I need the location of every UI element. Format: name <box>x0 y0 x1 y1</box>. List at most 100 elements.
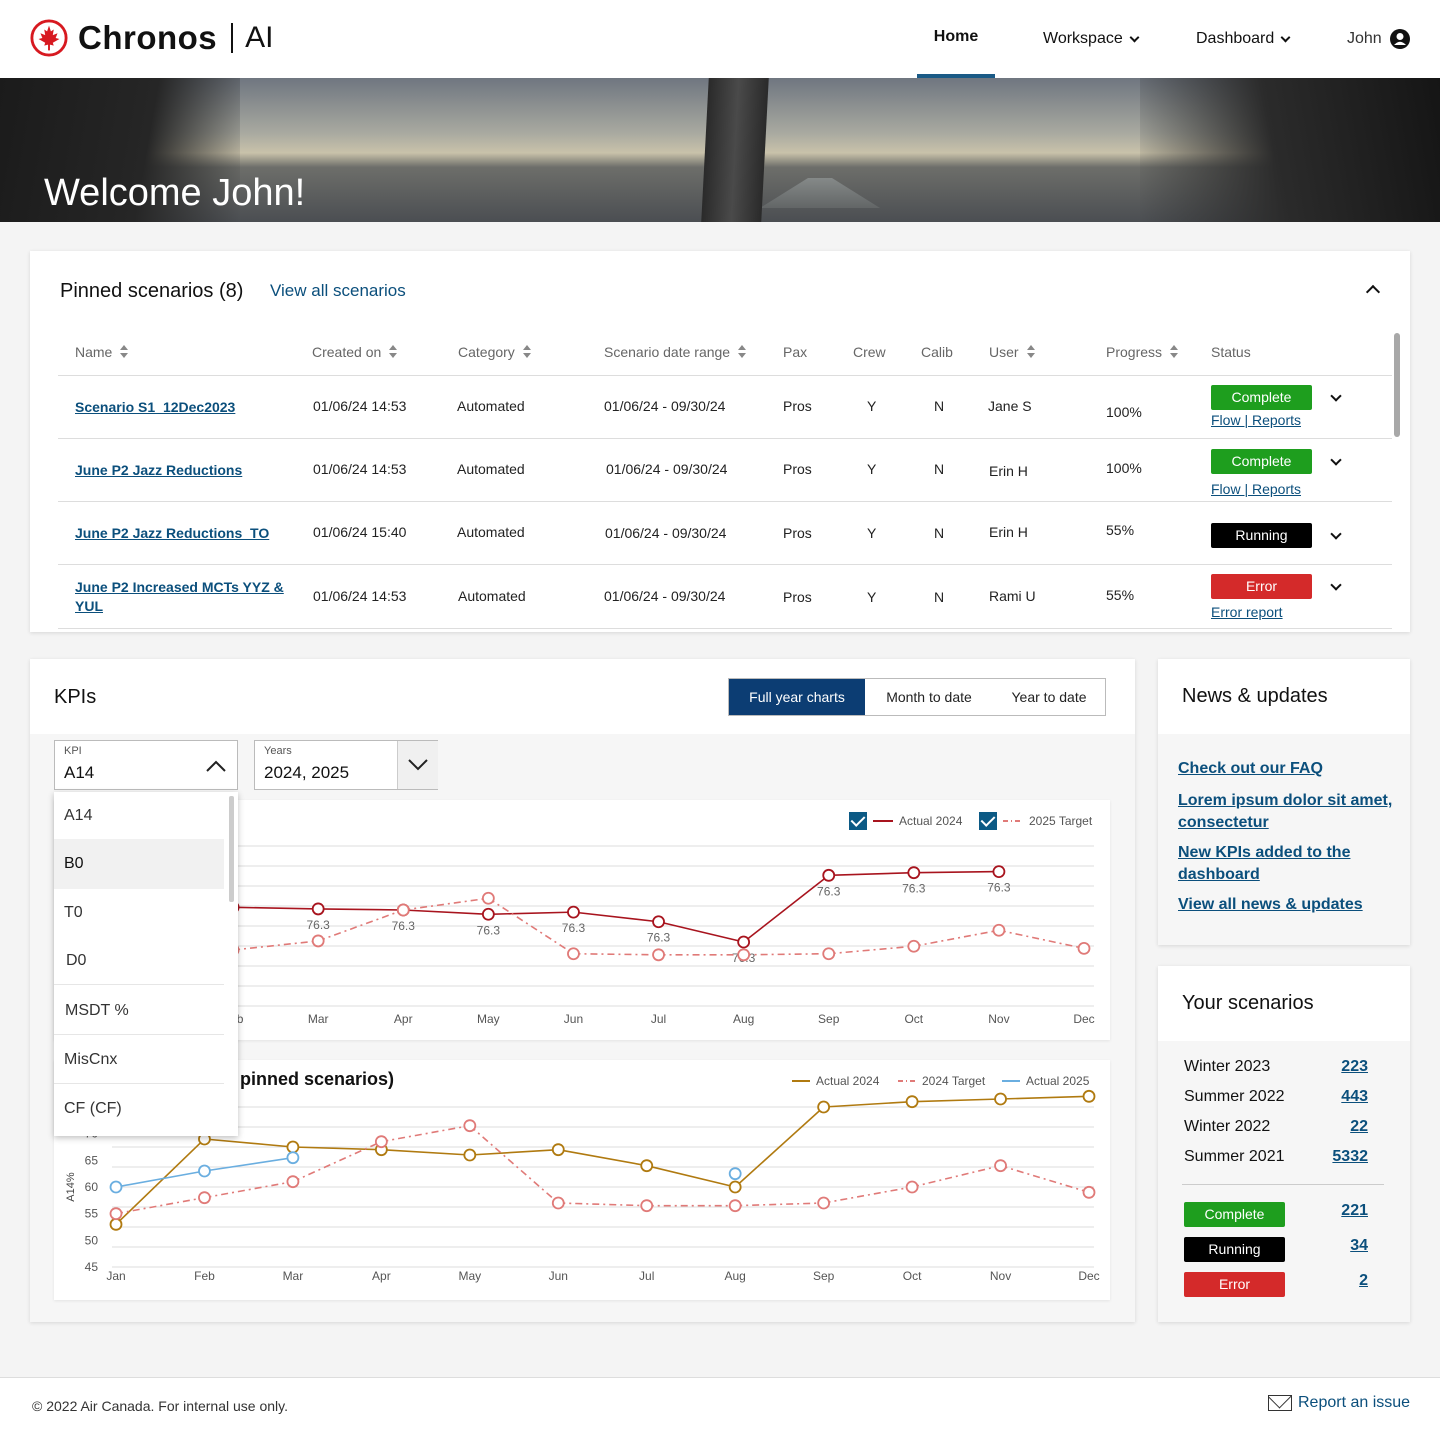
status-count-link[interactable]: 221 <box>1341 1202 1368 1219</box>
checkbox-checked-icon[interactable] <box>849 812 867 830</box>
season-count-link[interactable]: 5332 <box>1332 1148 1368 1165</box>
crew-cell: Y <box>867 398 877 414</box>
data-point <box>396 903 410 917</box>
data-point <box>551 1143 565 1157</box>
data-label: 76.3 <box>987 881 1011 895</box>
tab-month-to-date[interactable]: Month to date <box>886 689 972 705</box>
kpi-option[interactable]: MSDT % <box>54 987 224 1035</box>
data-point <box>728 1167 742 1181</box>
legend-actual-2024[interactable]: Actual 2024 <box>849 812 962 830</box>
col-header-category[interactable]: Category <box>458 344 531 360</box>
series-line-segment <box>1000 1095 1090 1100</box>
report-issue-link[interactable]: Report an issue <box>1268 1394 1410 1412</box>
kpi-option[interactable]: CF (CF) <box>64 1100 122 1117</box>
scenario-name-link[interactable]: June P2 Jazz Reductions_TO <box>75 525 270 541</box>
kpi-select-label: KPI <box>64 745 82 757</box>
data-label: 76.3 <box>817 884 841 898</box>
col-header-progress[interactable]: Progress <box>1106 344 1179 360</box>
nav-dashboard[interactable]: Dashboard <box>1196 0 1291 78</box>
season-label: Winter 2023 <box>1184 1058 1271 1075</box>
data-point <box>907 866 921 880</box>
kpi-option[interactable]: B0 <box>54 839 224 889</box>
kpi-select[interactable]: KPI A14 <box>54 740 238 790</box>
nav-workspace[interactable]: Workspace <box>1043 0 1140 78</box>
error-report-link[interactable]: Error report <box>1211 604 1283 620</box>
news-link-view-all[interactable]: View all news & updates <box>1178 896 1363 913</box>
scenario-name-link[interactable]: Scenario S1_12Dec2023 <box>75 399 236 415</box>
series-line-segment <box>735 1202 824 1207</box>
col-header-date-range[interactable]: Scenario date range <box>604 344 747 360</box>
col-header-label: Name <box>75 344 113 360</box>
progress-cell: 100% <box>1106 404 1142 420</box>
col-header-label: Pax <box>783 344 808 360</box>
view-all-scenarios-link[interactable]: View all scenarios <box>270 281 406 300</box>
data-label: 76.3 <box>647 931 671 945</box>
legend-2025-target[interactable]: 2025 Target <box>979 812 1092 830</box>
date-range-cell: 01/06/24 - 09/30/24 <box>606 461 728 477</box>
nav-home[interactable]: Home <box>917 0 995 78</box>
col-header-calib: Calib <box>921 344 953 360</box>
news-link-lorem[interactable]: Lorem ipsum dolor sit amet, consectetur <box>1178 792 1393 831</box>
season-count-link[interactable]: 22 <box>1350 1118 1368 1135</box>
tab-full-year-charts[interactable]: Full year charts <box>729 679 865 715</box>
series-line-segment <box>318 908 404 911</box>
season-count-link[interactable]: 443 <box>1341 1088 1368 1105</box>
data-point <box>817 1100 831 1114</box>
series-line-segment <box>317 909 404 942</box>
sort-icon <box>120 345 129 359</box>
x-tick-label: Nov <box>988 1012 1009 1026</box>
col-header-label: User <box>989 344 1019 360</box>
row-divider <box>58 564 1392 565</box>
status-badge-error: Error <box>1184 1272 1285 1297</box>
news-link-faq[interactable]: Check out our FAQ <box>1178 760 1323 777</box>
years-select[interactable]: Years 2024, 2025 <box>254 740 438 790</box>
y-axis-label: A14% <box>65 1172 77 1202</box>
table-scrollbar[interactable] <box>1394 333 1400 437</box>
chronos-logo[interactable]: Chronos AI <box>30 18 274 58</box>
brand-divider <box>231 23 234 53</box>
pinned-scenarios-title: Pinned scenarios (8) <box>60 280 244 302</box>
data-point <box>822 947 836 961</box>
x-tick-label: Nov <box>990 1269 1011 1283</box>
legend-line-icon <box>792 1080 810 1082</box>
chevron-up-icon <box>206 760 226 772</box>
scenario-name-link[interactable]: June P2 Jazz Reductions <box>75 462 243 478</box>
data-point <box>374 1135 388 1149</box>
row-divider <box>58 375 1392 376</box>
kpi-option[interactable]: MisCnx <box>54 1036 224 1084</box>
flow-reports-link[interactable]: Flow | Reports <box>1211 412 1301 428</box>
series-line-segment <box>912 1098 1001 1103</box>
kpi-option[interactable]: A14 <box>64 807 93 824</box>
data-point <box>567 947 580 961</box>
crew-cell: Y <box>867 589 877 605</box>
x-tick-label: Feb <box>194 1269 215 1283</box>
kpi-option[interactable]: T0 <box>64 904 83 921</box>
col-header-name[interactable]: Name <box>75 344 129 360</box>
news-link-new-kpis[interactable]: New KPIs added to the dashboard <box>1178 844 1351 883</box>
tab-year-to-date[interactable]: Year to date <box>1011 689 1087 705</box>
brand-name: Chronos <box>78 19 218 56</box>
col-header-user[interactable]: User <box>989 344 1035 360</box>
scenario-name-link[interactable]: June P2 Increased MCTs YYZ & YUL <box>75 579 284 614</box>
y-tick-label: 65 <box>85 1153 99 1167</box>
flow-reports-link[interactable]: Flow | Reports <box>1211 481 1301 497</box>
user-menu[interactable]: John <box>1347 0 1410 78</box>
status-count-link[interactable]: 34 <box>1350 1237 1368 1254</box>
x-tick-label: Mar <box>308 1012 329 1026</box>
data-point <box>109 1180 123 1194</box>
series-line-segment <box>381 1148 470 1156</box>
chevron-up-icon[interactable] <box>1365 284 1381 300</box>
nav-home-label: Home <box>933 28 979 45</box>
col-header-label: Category <box>458 344 515 360</box>
dropdown-scrollbar[interactable] <box>229 796 234 902</box>
checkbox-checked-icon[interactable] <box>979 812 997 830</box>
hero-pilot <box>1140 78 1440 222</box>
series-line-segment <box>823 1100 913 1108</box>
data-point <box>640 1159 654 1173</box>
years-select-toggle[interactable] <box>397 741 438 789</box>
season-count-link[interactable]: 223 <box>1341 1058 1368 1075</box>
data-point <box>992 923 1006 937</box>
status-count-link[interactable]: 2 <box>1359 1272 1368 1289</box>
col-header-created-on[interactable]: Created on <box>312 344 398 360</box>
kpi-option[interactable]: D0 <box>54 937 224 985</box>
